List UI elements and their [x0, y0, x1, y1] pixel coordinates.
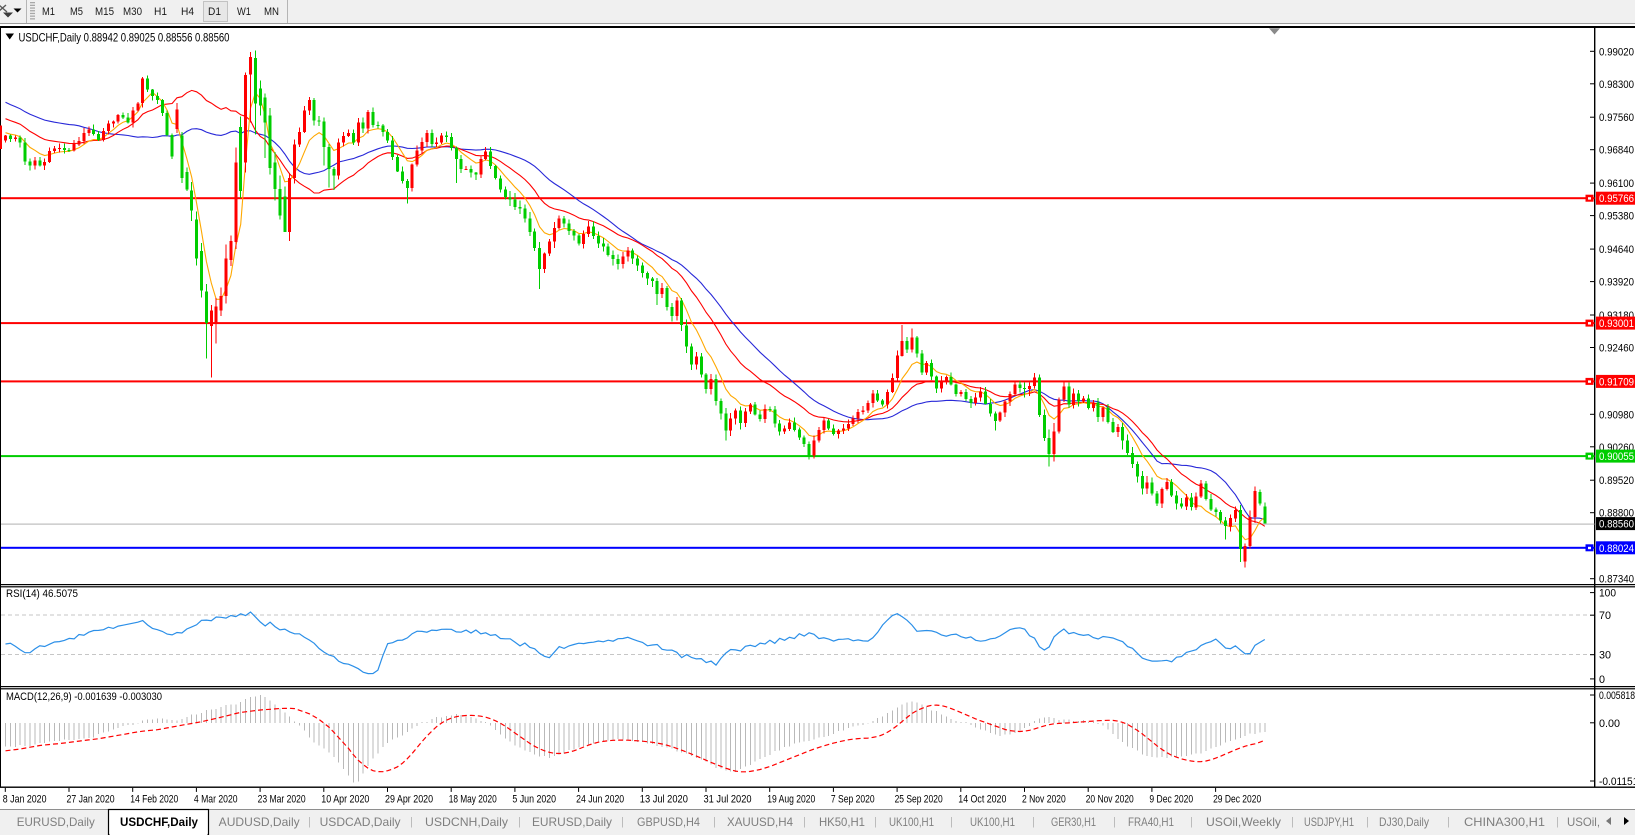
svg-text:|: | [410, 816, 413, 828]
svg-text:GBPUSD,H4: GBPUSD,H4 [637, 815, 700, 829]
svg-text:0.96840: 0.96840 [1599, 145, 1634, 157]
svg-text:0.00: 0.00 [1599, 718, 1620, 730]
svg-text:DJ30,Daily: DJ30,Daily [1379, 815, 1429, 829]
svg-text:|: | [308, 816, 311, 828]
svg-text:|: | [1032, 816, 1035, 828]
svg-text:|: | [713, 816, 716, 828]
svg-text:0.95766: 0.95766 [1599, 193, 1634, 205]
svg-text:W1: W1 [237, 6, 251, 18]
svg-text:0.90055: 0.90055 [1599, 451, 1634, 463]
svg-text:0.98300: 0.98300 [1599, 79, 1634, 91]
svg-text:CHINA300,H1: CHINA300,H1 [1464, 815, 1545, 829]
svg-text:0.88560: 0.88560 [1599, 519, 1634, 531]
svg-text:0.91709: 0.91709 [1599, 376, 1634, 388]
svg-text:14 Oct 2020: 14 Oct 2020 [958, 794, 1006, 806]
svg-text:20 Nov 2020: 20 Nov 2020 [1086, 794, 1134, 806]
svg-text:H1: H1 [154, 6, 167, 18]
svg-text:19 Aug 2020: 19 Aug 2020 [767, 794, 815, 806]
svg-text:8 Jan 2020: 8 Jan 2020 [3, 794, 47, 806]
svg-text:|: | [518, 816, 521, 828]
svg-text:14 Feb 2020: 14 Feb 2020 [130, 794, 178, 806]
svg-text:0.93920: 0.93920 [1599, 277, 1634, 289]
svg-text:0: 0 [1599, 674, 1605, 686]
svg-text:M30: M30 [123, 6, 142, 18]
svg-text:0.88800: 0.88800 [1599, 508, 1634, 520]
svg-text:70: 70 [1599, 610, 1611, 622]
svg-text:UK100,H1: UK100,H1 [970, 815, 1015, 829]
svg-text:0.97560: 0.97560 [1599, 112, 1634, 124]
svg-text:USOil,Weekly: USOil,Weekly [1206, 815, 1281, 829]
svg-text:M1: M1 [42, 6, 55, 18]
svg-text:-0.011514: -0.011514 [1599, 776, 1635, 788]
svg-text:|: | [1556, 816, 1559, 828]
svg-text:100: 100 [1599, 588, 1616, 600]
svg-text:USOil,: USOil, [1567, 815, 1600, 829]
svg-text:USDCHF,Daily: USDCHF,Daily [120, 815, 198, 829]
svg-text:USDCAD,Daily: USDCAD,Daily [320, 815, 401, 829]
svg-text:EURUSD,Daily: EURUSD,Daily [17, 815, 95, 829]
svg-text:XAUUSD,H4: XAUUSD,H4 [727, 815, 793, 829]
svg-text:29 Apr 2020: 29 Apr 2020 [385, 794, 433, 806]
svg-text:USDCHF,Daily 0.88942 0.89025: USDCHF,Daily 0.88942 0.89025 0.88556 0.8… [19, 31, 230, 45]
svg-text:0.95380: 0.95380 [1599, 211, 1634, 223]
svg-text:GER30,H1: GER30,H1 [1051, 815, 1096, 829]
svg-text:0.88024: 0.88024 [1599, 543, 1634, 555]
svg-text:7 Sep 2020: 7 Sep 2020 [831, 794, 875, 806]
svg-text:0.90980: 0.90980 [1599, 409, 1634, 421]
svg-text:M5: M5 [70, 6, 83, 18]
svg-text:FRA40,H1: FRA40,H1 [1128, 815, 1174, 829]
svg-text:|: | [621, 816, 624, 828]
svg-text:24 Jun 2020: 24 Jun 2020 [576, 794, 624, 806]
svg-text:|: | [1291, 816, 1294, 828]
svg-text:10 Apr 2020: 10 Apr 2020 [321, 794, 369, 806]
svg-text:23 Mar 2020: 23 Mar 2020 [258, 794, 306, 806]
svg-text:EURUSD,Daily: EURUSD,Daily [532, 815, 612, 829]
svg-text:9 Dec 2020: 9 Dec 2020 [1149, 794, 1193, 806]
svg-text:0.005818: 0.005818 [1599, 690, 1635, 702]
svg-text:31 Jul 2020: 31 Jul 2020 [704, 794, 752, 806]
svg-text:29 Dec 2020: 29 Dec 2020 [1213, 794, 1261, 806]
svg-text:MACD(12,26,9) -0.001639 -0.003: MACD(12,26,9) -0.001639 -0.003030 [6, 691, 162, 703]
svg-text:|: | [1113, 816, 1116, 828]
svg-text:UK100,H1: UK100,H1 [889, 815, 934, 829]
svg-text:13 Jul 2020: 13 Jul 2020 [640, 794, 688, 806]
svg-text:|: | [803, 816, 806, 828]
svg-text:0.92460: 0.92460 [1599, 342, 1634, 354]
svg-text:0.93001: 0.93001 [1599, 318, 1634, 330]
svg-text:0.87340: 0.87340 [1599, 574, 1634, 586]
svg-text:30: 30 [1599, 650, 1611, 662]
svg-text:0.96100: 0.96100 [1599, 178, 1634, 190]
svg-text:0.94640: 0.94640 [1599, 244, 1634, 256]
svg-text:|: | [1366, 816, 1369, 828]
svg-text:USDCNH,Daily: USDCNH,Daily [425, 815, 508, 829]
svg-text:2 Nov 2020: 2 Nov 2020 [1022, 794, 1066, 806]
svg-text:H4: H4 [181, 6, 194, 18]
svg-text:4 Mar 2020: 4 Mar 2020 [194, 794, 238, 806]
svg-text:|: | [1447, 816, 1450, 828]
svg-text:AUDUSD,Daily: AUDUSD,Daily [219, 815, 300, 829]
svg-text:D1: D1 [208, 6, 221, 18]
svg-text:|: | [1190, 816, 1193, 828]
svg-text:5 Jun 2020: 5 Jun 2020 [512, 794, 556, 806]
svg-text:18 May 2020: 18 May 2020 [449, 794, 497, 806]
svg-text:RSI(14) 46.5075: RSI(14) 46.5075 [6, 588, 78, 600]
svg-text:USDJPY,H1: USDJPY,H1 [1304, 815, 1354, 829]
svg-text:0.99020: 0.99020 [1599, 46, 1634, 58]
svg-text:|: | [874, 816, 877, 828]
svg-text:27 Jan 2020: 27 Jan 2020 [67, 794, 115, 806]
svg-text:MN: MN [264, 6, 279, 18]
svg-text:HK50,H1: HK50,H1 [819, 815, 865, 829]
svg-text:M15: M15 [95, 6, 114, 18]
svg-text:|: | [950, 816, 953, 828]
svg-text:0.89520: 0.89520 [1599, 475, 1634, 487]
svg-text:25 Sep 2020: 25 Sep 2020 [895, 794, 943, 806]
